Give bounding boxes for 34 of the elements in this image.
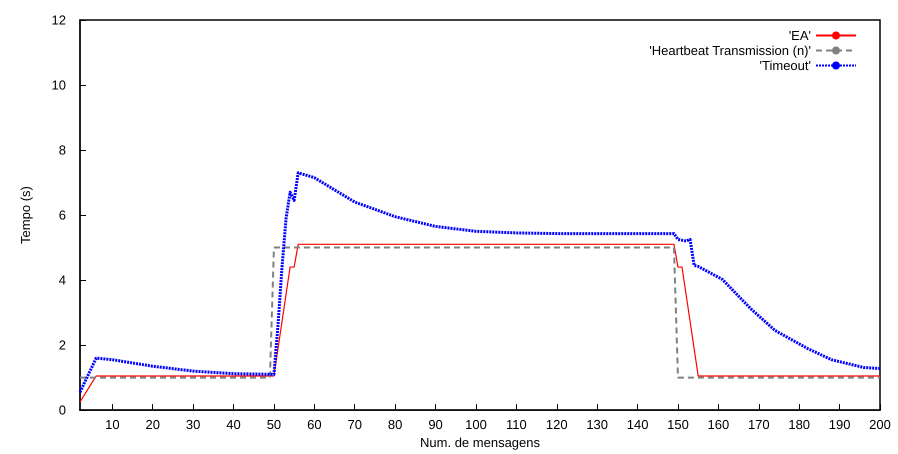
y-tick-label: 0 (58, 402, 66, 418)
x-tick-label: 50 (266, 417, 282, 432)
x-tick-label: 40 (226, 417, 241, 432)
y-tick-label: 4 (58, 272, 66, 288)
legend-label: 'Timeout' (760, 58, 811, 73)
x-tick-label: 150 (667, 417, 689, 432)
x-tick-label: 90 (428, 417, 443, 432)
x-tick-label: 30 (186, 417, 200, 432)
y-tick-label: 8 (58, 142, 66, 158)
x-tick-label: 100 (465, 417, 487, 432)
x-tick-label: 120 (546, 417, 568, 432)
x-tick-label: 60 (307, 417, 322, 432)
x-tick-label: 130 (586, 417, 608, 432)
x-tick-label: 140 (626, 417, 648, 432)
x-tick-label: 170 (748, 417, 770, 432)
x-tick-label: 70 (348, 417, 362, 432)
x-tick-label: 10 (105, 417, 120, 432)
legend-label: 'Heartbeat Transmission (n)' (649, 43, 811, 58)
x-tick-label: 160 (708, 417, 730, 432)
x-tick-label: 180 (788, 417, 810, 432)
x-axis-title: Num. de mensagens (420, 435, 540, 450)
y-tick-label: 10 (52, 78, 66, 93)
x-tick-label: 190 (828, 417, 850, 432)
line-series (79, 244, 881, 403)
x-tick-label: 80 (388, 417, 402, 432)
y-tick-label: 2 (58, 338, 66, 353)
x-tick-label: 110 (506, 417, 527, 432)
y-tick-label: 12 (52, 12, 66, 28)
x-tick-label: 200 (869, 417, 891, 432)
y-tick-label: 6 (58, 208, 66, 223)
line-series (78, 171, 882, 394)
y-axis-title: Tempo (s) (18, 186, 33, 244)
x-tick-label: 20 (145, 417, 160, 432)
legend-label: 'EA' (788, 28, 811, 43)
